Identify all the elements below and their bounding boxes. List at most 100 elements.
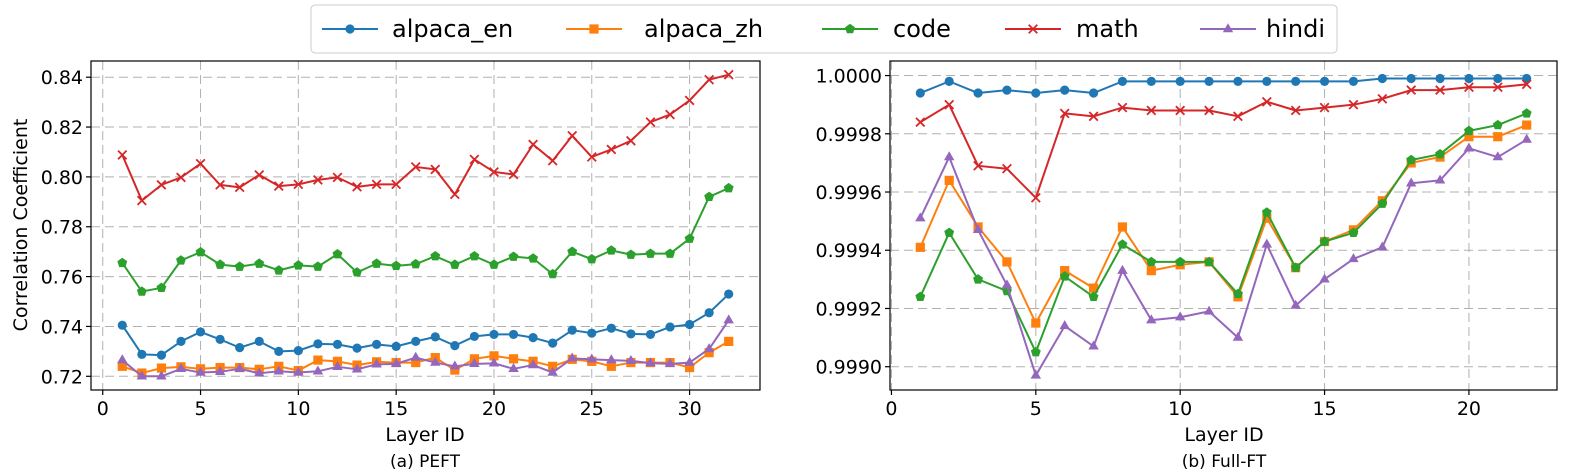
data-point xyxy=(1522,120,1532,130)
data-point xyxy=(293,179,304,190)
data-point xyxy=(215,259,226,269)
data-point xyxy=(391,260,402,271)
legend: alpaca_en alpaca_zh code math hindi xyxy=(310,4,1338,54)
data-point xyxy=(1088,111,1099,122)
x-tick-label-peft: 25 xyxy=(580,398,604,420)
data-point xyxy=(915,88,925,98)
x-tick-label-fullft: 0 xyxy=(885,398,897,420)
data-point xyxy=(352,267,362,277)
y-axis-label-peft: Correlation Coefficient xyxy=(10,119,32,332)
x-tick-label-peft: 5 xyxy=(194,398,206,420)
data-point xyxy=(215,179,226,190)
data-point xyxy=(1146,314,1157,324)
data-point xyxy=(1117,222,1128,232)
data-point xyxy=(1291,76,1301,86)
data-point xyxy=(1377,73,1387,84)
data-point xyxy=(915,117,926,128)
data-point xyxy=(1492,82,1503,93)
y-tick-label-fullft: 1.0000 xyxy=(816,66,882,88)
data-point xyxy=(1233,76,1243,86)
data-point xyxy=(332,339,343,349)
series-hindi-fullft xyxy=(915,133,1532,379)
data-point xyxy=(548,338,558,348)
data-point xyxy=(1521,133,1532,143)
data-point xyxy=(1059,271,1070,281)
data-point xyxy=(1002,257,1012,267)
data-point xyxy=(645,248,656,258)
data-point xyxy=(1175,105,1186,116)
data-point xyxy=(156,370,167,380)
series-code-peft xyxy=(117,182,734,296)
panel-fullft: 0 5 10 15 20 0.9990 0.9992 0.9994 0.9996 0.9998 1.… xyxy=(816,60,1558,472)
data-point xyxy=(254,258,265,268)
x-tick-label-peft: 10 xyxy=(286,398,310,420)
data-point xyxy=(915,291,926,302)
data-point xyxy=(972,224,984,234)
data-point xyxy=(645,357,656,367)
data-point xyxy=(312,261,323,271)
data-point xyxy=(973,274,984,284)
data-point xyxy=(508,251,519,261)
data-point xyxy=(332,361,343,371)
data-point xyxy=(1088,291,1099,302)
data-point xyxy=(1175,256,1186,267)
legend-marker xyxy=(845,23,855,34)
panel-peft: 0 5 10 15 20 25 30 0.72 0.74 0.76 0.78 0.80 0.82 0.84… xyxy=(10,60,761,472)
data-point xyxy=(527,359,539,369)
y-tick-label-peft: 0.72 xyxy=(41,366,83,388)
data-point xyxy=(489,351,499,361)
data-point xyxy=(312,174,323,185)
data-point xyxy=(625,249,636,259)
data-point xyxy=(195,327,206,337)
data-point xyxy=(450,341,460,351)
data-point xyxy=(547,268,558,279)
data-point xyxy=(528,333,538,343)
data-point xyxy=(915,212,926,222)
y-tick-label-peft: 0.78 xyxy=(41,217,83,239)
x-tick-label-fullft: 10 xyxy=(1168,398,1192,420)
legend-item-math: math xyxy=(1005,15,1139,43)
data-point xyxy=(1435,85,1445,96)
series-alpaca-en-peft xyxy=(117,289,734,360)
data-point xyxy=(410,258,421,269)
data-point xyxy=(567,130,578,141)
data-point xyxy=(410,351,421,361)
data-point xyxy=(944,99,955,110)
data-point xyxy=(391,341,401,351)
series-line xyxy=(121,187,730,293)
data-point xyxy=(684,319,695,330)
data-point xyxy=(1348,76,1359,86)
legend-marker xyxy=(1222,23,1234,33)
series-hindi-peft xyxy=(117,314,734,380)
y-tick-label-peft: 0.82 xyxy=(41,117,83,139)
data-point xyxy=(1434,174,1446,184)
data-point xyxy=(1117,239,1128,249)
data-point xyxy=(1435,73,1445,84)
legend-marker xyxy=(589,24,599,34)
data-point xyxy=(391,179,402,190)
data-point xyxy=(489,329,499,340)
data-point xyxy=(704,348,714,358)
data-point xyxy=(704,191,715,202)
data-point xyxy=(626,329,636,339)
data-point xyxy=(449,259,460,269)
data-point xyxy=(1319,102,1330,113)
data-point xyxy=(117,354,128,364)
legend-label: code xyxy=(893,15,951,43)
data-point xyxy=(684,356,695,366)
data-point xyxy=(1319,236,1330,246)
series-math-fullft xyxy=(915,79,1532,203)
data-point xyxy=(1030,192,1041,203)
data-point xyxy=(1493,73,1503,84)
data-point xyxy=(136,286,147,296)
data-point xyxy=(117,320,127,330)
data-point xyxy=(430,250,441,261)
data-point xyxy=(1521,79,1532,90)
x-tick-label-fullft: 20 xyxy=(1457,398,1481,420)
data-point xyxy=(1031,318,1041,328)
data-point xyxy=(508,354,519,364)
data-point xyxy=(606,245,617,255)
data-point xyxy=(1290,262,1301,272)
data-point xyxy=(723,69,734,80)
data-point xyxy=(1406,85,1417,96)
